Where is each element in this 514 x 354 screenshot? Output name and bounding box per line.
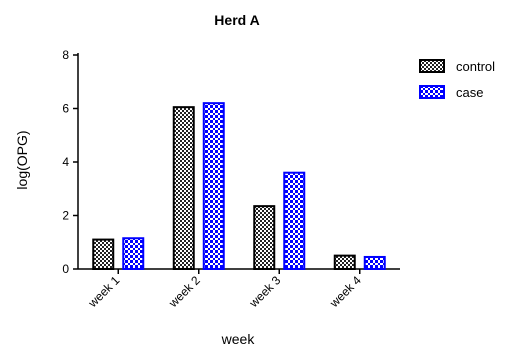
bar-control-week-3 — [253, 205, 276, 270]
legend-swatch-case — [419, 85, 445, 99]
y-tick-label: 0 — [62, 262, 69, 276]
y-tick-label: 8 — [62, 48, 69, 62]
x-tick-label: week 4 — [326, 273, 364, 311]
bar-control-week-1 — [92, 238, 115, 270]
x-axis-label: week — [221, 331, 256, 347]
chart-title: Herd A — [214, 12, 259, 28]
legend-item-control: control — [419, 59, 495, 74]
legend-label-case: case — [456, 85, 483, 100]
bar-case-week-1 — [122, 237, 145, 271]
bar-control-week-2 — [172, 106, 195, 270]
x-tick-label: week 2 — [165, 273, 203, 311]
legend: control case — [419, 59, 495, 100]
bar-case-week-2 — [202, 102, 225, 271]
legend-item-case: case — [419, 85, 483, 100]
legend-swatch-control — [419, 59, 445, 73]
x-tick-label: week 3 — [246, 273, 284, 311]
bars — [92, 102, 386, 271]
y-axis-label: log(OPG) — [14, 130, 30, 189]
bar-case-week-4 — [363, 255, 386, 270]
bar-control-week-4 — [333, 254, 356, 270]
y-tick-label: 2 — [62, 209, 69, 223]
x-tick-label: week 1 — [85, 273, 123, 311]
y-tick-label: 4 — [62, 155, 69, 169]
legend-label-control: control — [456, 59, 495, 74]
y-ticks: 0 2 4 6 8 — [62, 48, 78, 276]
bar-case-week-3 — [283, 171, 306, 270]
y-tick-label: 6 — [62, 102, 69, 116]
x-ticks: week 1 week 2 week 3 week 4 — [85, 269, 364, 311]
